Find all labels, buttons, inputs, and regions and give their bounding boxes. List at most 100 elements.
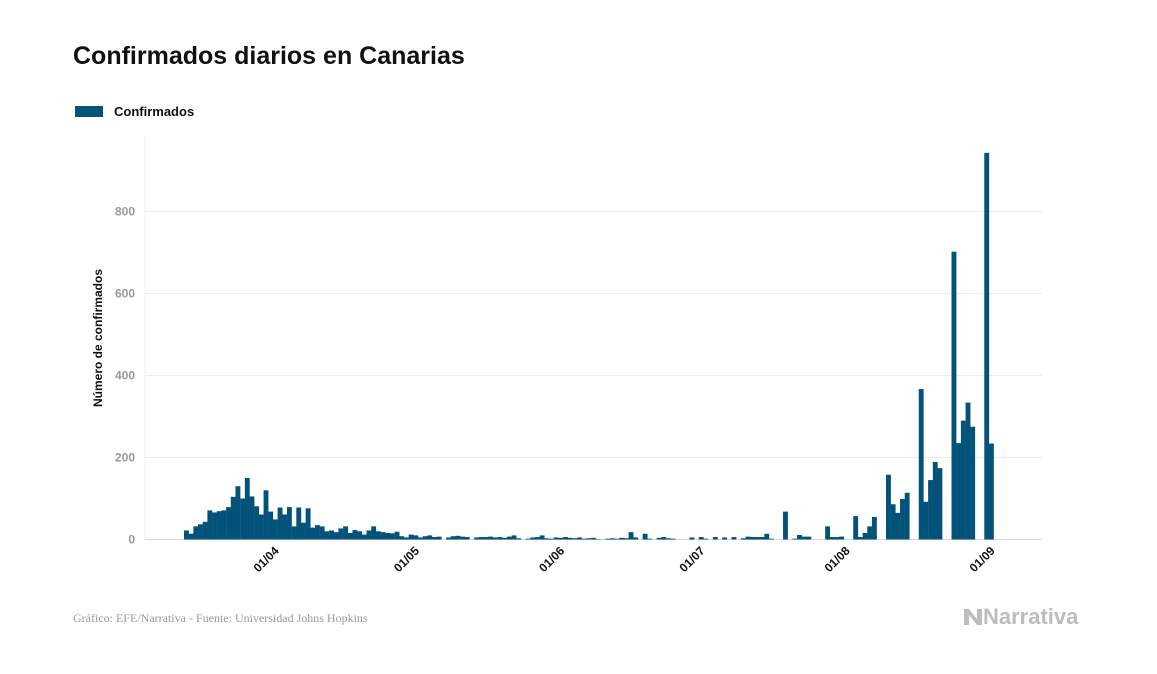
bar: [759, 537, 765, 540]
bar: [497, 537, 503, 540]
bar: [932, 462, 938, 540]
x-tick-label: 01/09: [967, 543, 998, 574]
bar: [871, 516, 877, 540]
bar: [764, 533, 770, 540]
bar: [722, 537, 728, 540]
bar: [539, 535, 545, 540]
bar: [853, 516, 859, 540]
bar: [291, 526, 297, 540]
bar: [221, 510, 227, 540]
bar: [258, 514, 264, 540]
bar: [956, 443, 962, 540]
bar: [399, 536, 405, 540]
bar: [984, 152, 990, 540]
x-tick-label: 01/04: [251, 543, 282, 574]
bar: [656, 537, 662, 540]
bar: [857, 537, 863, 540]
bar: [502, 537, 508, 540]
bar: [605, 538, 611, 540]
bar: [829, 537, 835, 540]
bar: [647, 538, 653, 540]
bar: [305, 508, 311, 540]
source-note: Gráfico: EFE/Narrativa - Fuente: Univers…: [73, 611, 368, 625]
bar: [951, 251, 957, 540]
bar: [867, 526, 873, 540]
bar: [338, 528, 344, 540]
y-tick-label: 400: [115, 369, 135, 383]
bar: [418, 537, 423, 540]
bar: [282, 514, 288, 540]
bar: [488, 536, 494, 540]
bar: [661, 537, 667, 540]
bar: [347, 532, 353, 540]
bar: [464, 537, 470, 540]
bar: [960, 420, 966, 540]
bar: [230, 496, 236, 540]
bar: [226, 507, 231, 540]
bar: [886, 474, 891, 540]
bar: [563, 537, 568, 540]
bar: [549, 538, 554, 540]
bar: [801, 536, 807, 540]
legend-swatch: [75, 106, 103, 117]
bar: [432, 537, 437, 540]
y-tick-label: 800: [115, 205, 135, 219]
bar: [235, 486, 241, 540]
bar: [923, 501, 929, 540]
narrativa-logo: Narrativa: [963, 604, 1078, 630]
bar: [357, 531, 363, 540]
bar: [516, 538, 522, 540]
bar: [385, 532, 391, 540]
bar: [202, 521, 208, 540]
bar: [937, 468, 943, 540]
bar: [698, 537, 704, 540]
bar: [329, 530, 334, 540]
bar: [333, 532, 339, 540]
bar: [614, 538, 620, 540]
x-tick-label: 01/05: [391, 543, 422, 574]
bar: [268, 511, 274, 540]
legend-label: Confirmados: [114, 104, 195, 119]
y-tick-label: 0: [128, 533, 135, 547]
narrativa-logo-icon: [964, 609, 982, 625]
bar: [862, 532, 868, 540]
bar: [403, 537, 409, 540]
bar: [586, 538, 592, 540]
bar: [535, 537, 540, 540]
bar: [530, 537, 536, 540]
bar: [511, 535, 517, 540]
bar: [188, 533, 194, 540]
bar: [970, 426, 976, 540]
bar: [783, 511, 788, 540]
y-axis-label: Número de confirmados: [91, 269, 105, 407]
bar: [628, 532, 634, 540]
bar: [769, 538, 774, 540]
bar: [689, 537, 695, 540]
bar: [553, 537, 559, 540]
bar: [712, 537, 718, 540]
bar: [839, 536, 845, 540]
y-tick-label: 200: [115, 451, 135, 465]
bar: [375, 531, 381, 540]
bar: [422, 536, 428, 540]
bar: [244, 478, 250, 540]
bar: [352, 530, 358, 540]
bar: [184, 530, 189, 540]
bar: [904, 492, 910, 540]
bar: [928, 480, 933, 540]
bar: [450, 536, 456, 540]
bar: [474, 537, 480, 540]
bar: [609, 538, 615, 540]
bar: [666, 538, 671, 540]
bar: [272, 519, 278, 540]
bar: [750, 537, 756, 540]
bar: [525, 538, 531, 540]
bar: [277, 507, 283, 540]
bar: [492, 537, 498, 540]
bar: [918, 389, 924, 540]
bar: [301, 522, 306, 540]
bar: [572, 538, 578, 540]
bar: [286, 507, 292, 540]
bar: [797, 534, 802, 540]
